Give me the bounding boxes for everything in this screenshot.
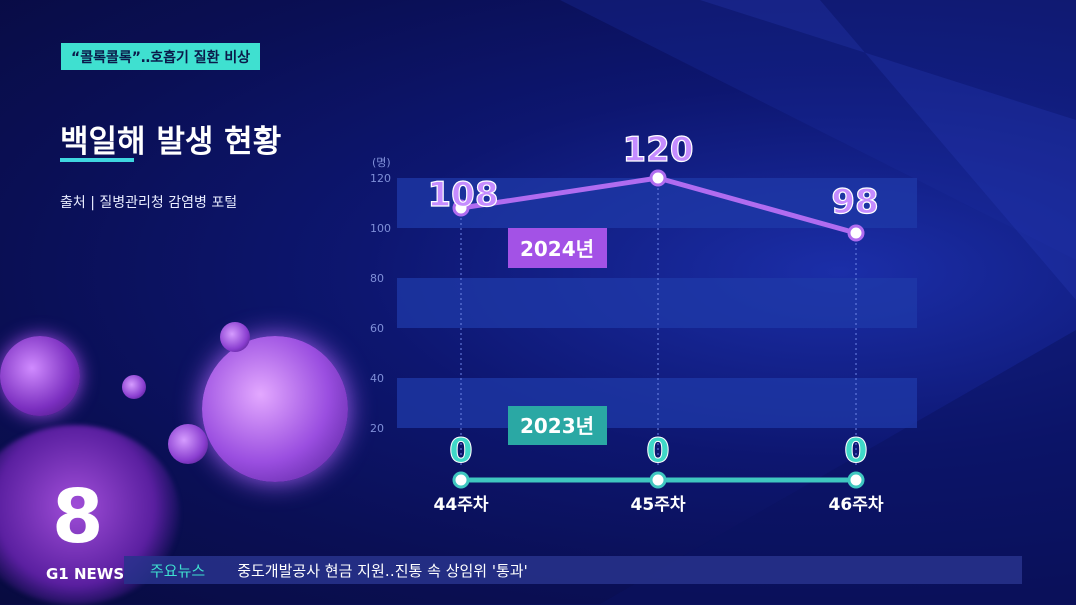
ticker-label: 주요뉴스 — [150, 561, 206, 580]
channel-logo-mark: 8 — [52, 474, 104, 560]
topic-badge: “콜록콜록”‥호흡기 질환 비상 — [61, 43, 261, 70]
source-text: 출처 | 질병관리청 감염병 포털 — [60, 195, 238, 211]
legend-label-2023: 2023년 — [520, 414, 594, 438]
ticker-headline: 중도개발공사 현금 지원‥진통 속 상임위 '통과' — [237, 561, 528, 580]
data-label-2024: 98 — [831, 182, 878, 222]
title-underline — [60, 158, 134, 162]
legend-tag-2023 — [508, 406, 607, 445]
data-point-2024 — [847, 224, 865, 242]
data-point-2024 — [649, 169, 667, 187]
y-axis-unit: (명) — [372, 156, 391, 169]
y-tick-label: 80 — [370, 272, 384, 285]
data-label-2024: 120 — [623, 130, 694, 170]
news-ticker: 주요뉴스 중도개발공사 현금 지원‥진통 속 상임위 '통과' — [124, 556, 1022, 584]
data-point-2023 — [649, 471, 667, 489]
data-label-2024: 108 — [428, 175, 499, 215]
page-title: 백일해 발생 현황 — [60, 124, 282, 160]
legend-tag-2024 — [508, 228, 607, 268]
virus-illustration — [122, 375, 146, 399]
x-tick-label: 44주차 — [434, 495, 489, 515]
data-label-2023: 0 — [449, 431, 473, 471]
y-tick-label: 60 — [370, 322, 384, 335]
y-tick-label: 120 — [370, 172, 391, 185]
virus-illustration — [168, 424, 208, 464]
virus-illustration — [220, 322, 250, 352]
y-tick-label: 20 — [370, 422, 384, 435]
x-tick-label: 45주차 — [631, 495, 686, 515]
x-tick-label: 46주차 — [829, 495, 884, 515]
grid-band — [397, 378, 917, 428]
data-point-2023 — [452, 471, 470, 489]
y-tick-label: 100 — [370, 222, 391, 235]
virus-illustration — [202, 336, 348, 482]
y-tick-label: 40 — [370, 372, 384, 385]
data-label-2023: 0 — [646, 431, 670, 471]
legend-label-2024: 2024년 — [520, 237, 594, 261]
data-point-2023 — [847, 471, 865, 489]
grid-band — [397, 278, 917, 328]
data-label-2023: 0 — [844, 431, 868, 471]
virus-illustration — [0, 336, 80, 416]
channel-logo-name: G1 NEWS — [46, 565, 125, 583]
data-point-2024 — [452, 199, 470, 217]
